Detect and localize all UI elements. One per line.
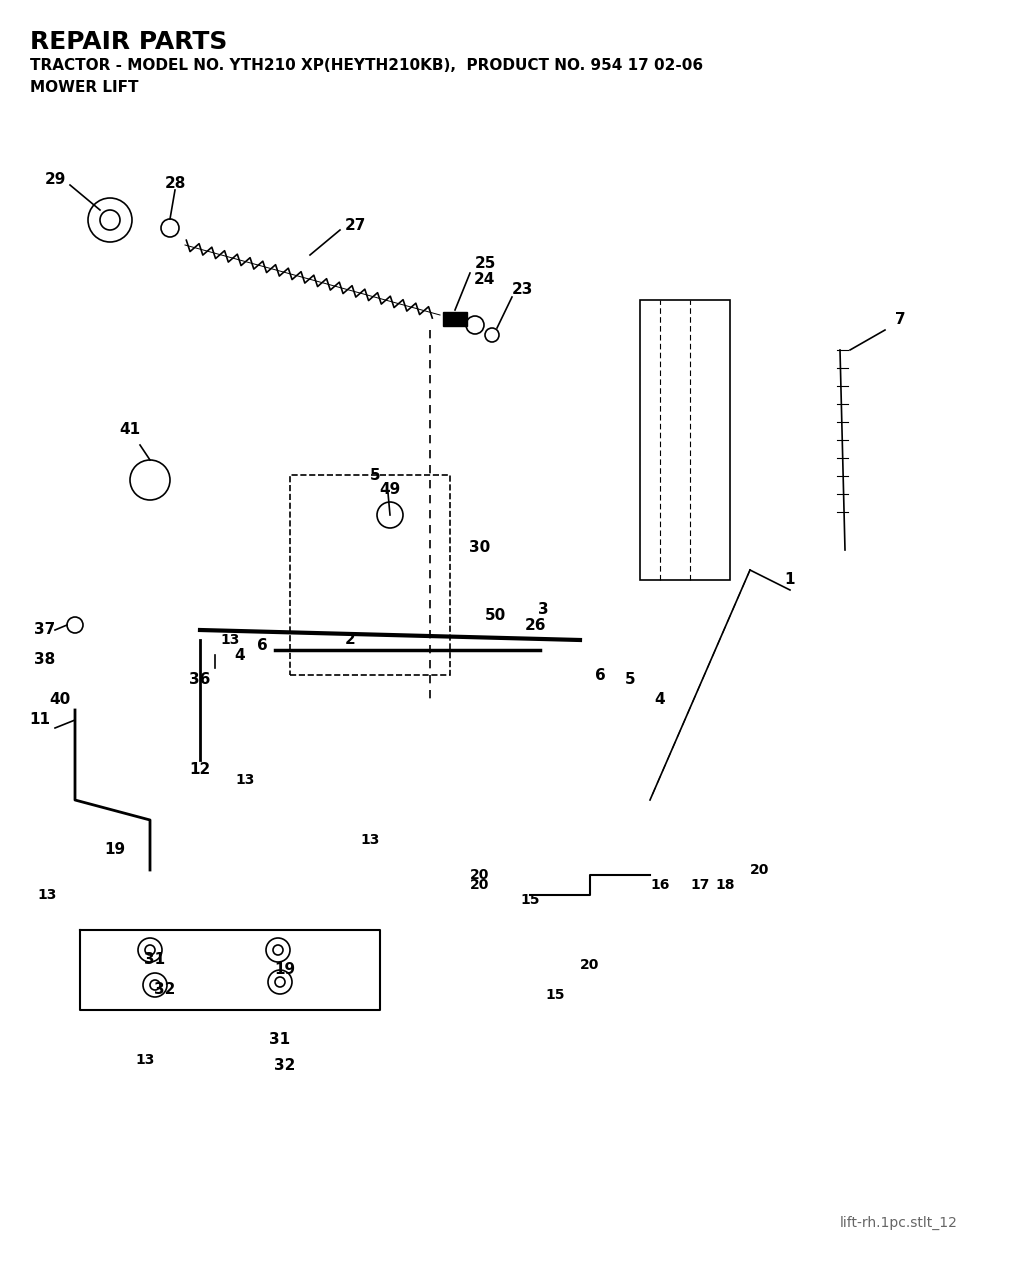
Text: 11: 11 <box>30 712 50 727</box>
Text: 4: 4 <box>234 648 246 663</box>
Text: 1: 1 <box>784 573 796 587</box>
Text: 18: 18 <box>715 878 735 892</box>
Text: 31: 31 <box>144 953 166 968</box>
Bar <box>290 474 450 676</box>
Text: 3: 3 <box>538 602 548 617</box>
Text: 4: 4 <box>654 692 666 707</box>
Text: 6: 6 <box>595 668 605 683</box>
Text: 5: 5 <box>370 468 380 482</box>
Text: 19: 19 <box>104 842 126 858</box>
Text: 24: 24 <box>474 272 495 287</box>
Text: 28: 28 <box>164 176 185 191</box>
Text: 16: 16 <box>650 878 670 892</box>
Text: REPAIR PARTS: REPAIR PARTS <box>30 30 227 54</box>
Text: 25: 25 <box>474 256 496 271</box>
Text: 13: 13 <box>37 888 56 902</box>
Text: 26: 26 <box>525 617 547 632</box>
Text: 29: 29 <box>44 172 66 187</box>
Text: 19: 19 <box>274 963 296 978</box>
Text: 13: 13 <box>360 832 380 848</box>
Text: 12: 12 <box>189 763 211 778</box>
Text: 41: 41 <box>120 423 140 438</box>
Text: 17: 17 <box>690 878 710 892</box>
Text: MOWER LIFT: MOWER LIFT <box>30 80 138 95</box>
Text: TRACTOR - MODEL NO. YTH210 XP(HEYTH210KB),  PRODUCT NO. 954 17 02-06: TRACTOR - MODEL NO. YTH210 XP(HEYTH210KB… <box>30 58 703 73</box>
Bar <box>443 312 467 326</box>
Text: 13: 13 <box>220 632 240 646</box>
Text: 5: 5 <box>625 673 635 687</box>
Text: 23: 23 <box>511 282 532 297</box>
Text: 2: 2 <box>345 632 355 648</box>
Text: 27: 27 <box>344 218 366 233</box>
Text: 32: 32 <box>274 1058 296 1073</box>
Text: 30: 30 <box>469 540 490 555</box>
Text: 32: 32 <box>155 983 176 998</box>
Text: 50: 50 <box>484 607 506 622</box>
Text: 49: 49 <box>379 482 400 497</box>
Text: 15: 15 <box>520 893 540 907</box>
Text: 31: 31 <box>269 1032 291 1047</box>
Bar <box>640 300 730 579</box>
Text: 7: 7 <box>895 312 905 328</box>
Text: lift-rh.1pc.stlt_12: lift-rh.1pc.stlt_12 <box>840 1216 957 1230</box>
Text: 38: 38 <box>35 653 55 668</box>
Text: 37: 37 <box>35 622 55 638</box>
Text: 13: 13 <box>236 773 255 787</box>
Text: 13: 13 <box>135 1052 155 1066</box>
Text: 20: 20 <box>751 863 770 877</box>
Text: 20: 20 <box>470 868 489 882</box>
Text: 36: 36 <box>189 673 211 687</box>
Text: 40: 40 <box>49 692 71 707</box>
Text: 15: 15 <box>545 988 565 1002</box>
Text: 20: 20 <box>581 958 600 972</box>
Text: 6: 6 <box>257 638 267 653</box>
Text: 20: 20 <box>470 878 489 892</box>
